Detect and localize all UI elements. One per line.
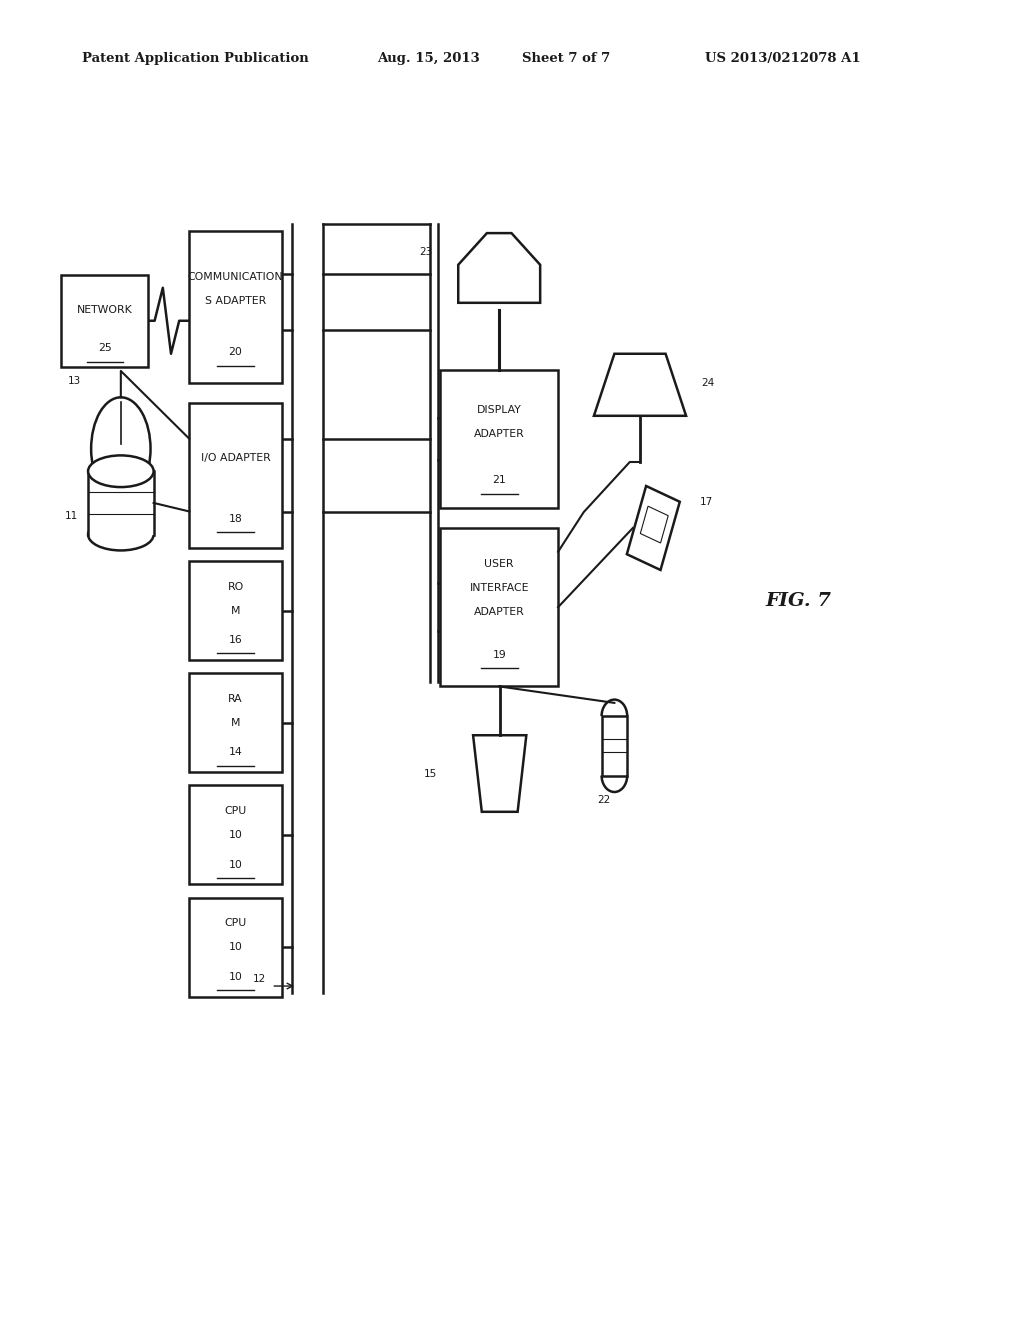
Text: NETWORK: NETWORK	[77, 305, 133, 314]
Text: 10: 10	[228, 859, 243, 870]
Text: 10: 10	[228, 830, 243, 840]
Text: 18: 18	[228, 513, 243, 524]
Text: RO: RO	[227, 582, 244, 591]
Ellipse shape	[88, 455, 154, 487]
Bar	[440, 370, 558, 508]
Text: CPU: CPU	[224, 807, 247, 816]
Bar	[189, 898, 282, 997]
Text: 25: 25	[98, 343, 112, 354]
Bar	[627, 486, 680, 570]
Bar	[189, 673, 282, 772]
Bar	[189, 231, 282, 383]
Text: 10: 10	[228, 942, 243, 952]
Text: 12: 12	[253, 974, 266, 985]
Text: 17: 17	[699, 496, 713, 507]
Text: 19: 19	[493, 649, 506, 660]
Text: 23: 23	[420, 247, 432, 257]
Bar	[88, 471, 154, 535]
Text: ADAPTER: ADAPTER	[474, 429, 524, 440]
Text: S ADAPTER: S ADAPTER	[205, 296, 266, 305]
Text: 13: 13	[68, 376, 81, 387]
Text: Sheet 7 of 7: Sheet 7 of 7	[522, 51, 610, 65]
Text: 10: 10	[228, 972, 243, 982]
Polygon shape	[473, 735, 526, 812]
Text: M: M	[230, 718, 241, 727]
Text: RA: RA	[228, 694, 243, 704]
Text: 20: 20	[228, 347, 243, 358]
Bar	[640, 506, 669, 543]
Text: Aug. 15, 2013: Aug. 15, 2013	[377, 51, 479, 65]
Text: 22: 22	[598, 795, 610, 805]
Text: Patent Application Publication: Patent Application Publication	[82, 51, 308, 65]
Text: 15: 15	[424, 768, 437, 779]
Text: US 2013/0212078 A1: US 2013/0212078 A1	[705, 51, 860, 65]
Text: CPU: CPU	[224, 919, 247, 928]
Text: M: M	[230, 606, 241, 615]
Text: 14: 14	[228, 747, 243, 758]
Polygon shape	[459, 234, 541, 302]
Bar	[602, 715, 627, 776]
Bar	[189, 561, 282, 660]
Polygon shape	[594, 354, 686, 416]
Text: 16: 16	[228, 635, 243, 645]
Text: 11: 11	[65, 511, 78, 520]
Bar	[189, 403, 282, 548]
Text: 21: 21	[493, 475, 506, 486]
Bar	[189, 785, 282, 884]
Text: 24: 24	[701, 378, 715, 388]
Text: FIG. 7: FIG. 7	[766, 591, 831, 610]
Ellipse shape	[88, 519, 154, 550]
Bar	[61, 275, 148, 367]
Text: ADAPTER: ADAPTER	[474, 607, 524, 616]
Text: COMMUNICATION: COMMUNICATION	[187, 272, 284, 281]
Text: I/O ADAPTER: I/O ADAPTER	[201, 453, 270, 463]
Text: DISPLAY: DISPLAY	[477, 405, 521, 416]
Text: USER: USER	[484, 560, 514, 569]
Bar	[440, 528, 558, 686]
Text: INTERFACE: INTERFACE	[469, 583, 529, 593]
Ellipse shape	[91, 397, 151, 500]
